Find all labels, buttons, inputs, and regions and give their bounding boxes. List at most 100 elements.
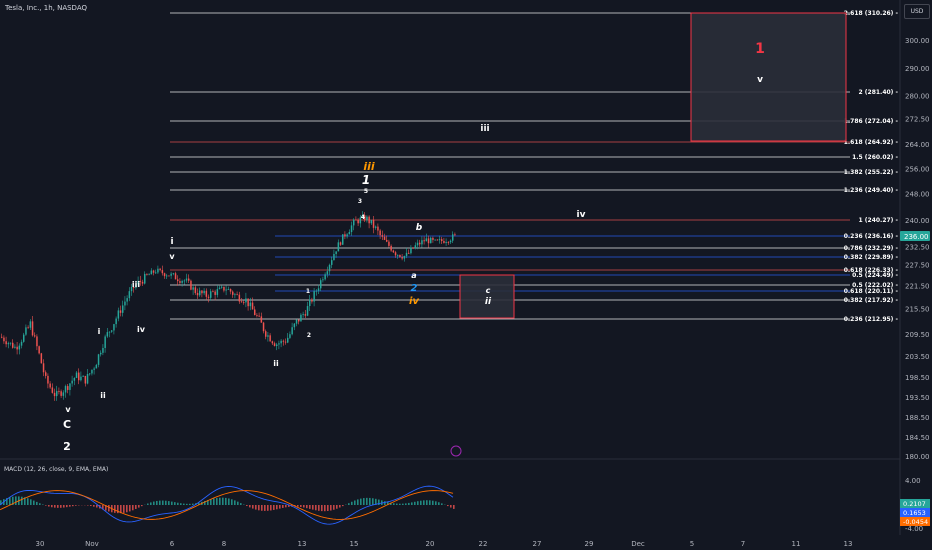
candle-body — [150, 270, 153, 275]
macd-hist-bar — [267, 505, 269, 511]
candle-body — [122, 305, 124, 313]
macd-hist-bar — [429, 500, 431, 505]
macd-hist-bar — [9, 497, 11, 505]
macd-hist-bar — [39, 503, 41, 505]
candle-body — [34, 335, 36, 337]
candle-body — [163, 273, 166, 277]
wave-label-18: i — [170, 237, 173, 247]
time-tick-6: 20 — [426, 540, 435, 548]
macd-hist-bar — [90, 505, 92, 506]
candle-body — [372, 219, 375, 228]
candle-body — [205, 290, 208, 297]
candle-body — [436, 239, 439, 241]
candle-body — [190, 280, 192, 290]
macd-hist-bar — [114, 505, 116, 513]
candle-body — [265, 331, 267, 337]
macd-hist-bar — [66, 505, 68, 508]
time-tick-9: 29 — [585, 540, 594, 548]
candle-body — [12, 342, 14, 348]
macd-hist-bar — [414, 501, 416, 505]
macd-hist-bar — [399, 503, 401, 505]
macd-hist-bar — [408, 502, 410, 505]
macd-hist-bar — [375, 498, 377, 505]
macd-hist-bar — [69, 505, 71, 507]
candle-body — [144, 273, 146, 284]
fib-label-15: 0.382 (217.92) - — [844, 297, 899, 304]
price-tick-12: 209.50 — [905, 331, 930, 339]
candle-body — [379, 230, 381, 236]
fib-label-7: 1 (240.27) - — [859, 217, 899, 224]
candle-body — [306, 306, 309, 316]
candle-body — [161, 270, 164, 274]
fib-label-4: 1.5 (260.02) - — [852, 154, 898, 161]
candle-body — [124, 301, 126, 306]
macd-hist-bar — [12, 496, 14, 505]
candle-body — [267, 335, 269, 337]
macd-hist-bar — [120, 505, 122, 514]
candle-body — [416, 242, 419, 246]
candle-body — [227, 289, 230, 290]
currency-button[interactable]: USD — [904, 4, 930, 19]
wave-label-13: c — [486, 286, 491, 295]
macd-hist-bar — [384, 501, 386, 505]
candle-body — [201, 290, 203, 294]
macd-hist-bar — [324, 505, 326, 512]
macd-hist-bar — [126, 505, 128, 513]
macd-hist-bar — [108, 505, 110, 512]
fib-label-12: 0.5 (224.49) - — [852, 272, 898, 279]
macd-hist-bar — [51, 505, 53, 508]
lightning-icon — [450, 445, 462, 457]
macd-hist-bar — [420, 500, 422, 505]
candle-body — [368, 216, 370, 224]
candle-body — [304, 314, 307, 316]
candle-body — [293, 323, 296, 328]
candle-body — [381, 235, 384, 237]
macd-hist-bar — [186, 503, 188, 505]
candle-body — [447, 241, 450, 243]
candle-body — [155, 272, 157, 274]
wave-label-11: 2 — [411, 283, 418, 294]
fib-label-1: 2 (281.40) - — [859, 89, 899, 96]
macd-hist-bar — [363, 498, 365, 505]
candle-body — [309, 299, 311, 307]
macd-hist-bar — [102, 505, 104, 510]
candle-body — [177, 279, 179, 282]
candle-body — [322, 279, 324, 281]
macd-hist-bar — [354, 500, 356, 505]
candle-body — [249, 302, 252, 307]
macd-hist-bar — [132, 505, 134, 511]
macd-hist-bar — [57, 505, 59, 508]
candle-body — [194, 287, 197, 293]
fib-label-13: 0.5 (222.02) - — [852, 282, 898, 289]
candle-body — [300, 314, 302, 322]
macd-hist-bar — [75, 505, 77, 506]
candle-body — [295, 319, 298, 324]
candle-body — [392, 250, 395, 253]
candle-body — [258, 315, 260, 317]
fib-label-16: 0.236 (212.95) - — [844, 316, 899, 323]
price-tick-2: 280.00 — [905, 92, 930, 100]
candle-body — [408, 252, 410, 254]
macd-hist-bar — [27, 498, 29, 505]
macd-hist-bar — [222, 497, 224, 505]
candle-body — [339, 242, 342, 245]
candle-body — [174, 273, 177, 280]
candle-body — [152, 270, 155, 273]
candle-body — [18, 345, 21, 350]
candle-body — [317, 288, 320, 291]
macd-tick-0: 4.00 — [905, 477, 921, 485]
macd-hist-bar — [396, 503, 398, 505]
candle-body — [240, 301, 243, 303]
macd-hist-bar — [45, 505, 47, 506]
candle-body — [119, 310, 122, 313]
candle-body — [210, 291, 212, 298]
candle-body — [377, 226, 379, 231]
macd-hist-bar — [411, 502, 413, 505]
macd-hist-bar — [249, 505, 251, 508]
macd-tag-2 — [900, 517, 930, 526]
candle-body — [168, 275, 170, 277]
macd-hist-bar — [171, 501, 173, 505]
macd-hist-bar — [210, 499, 212, 505]
